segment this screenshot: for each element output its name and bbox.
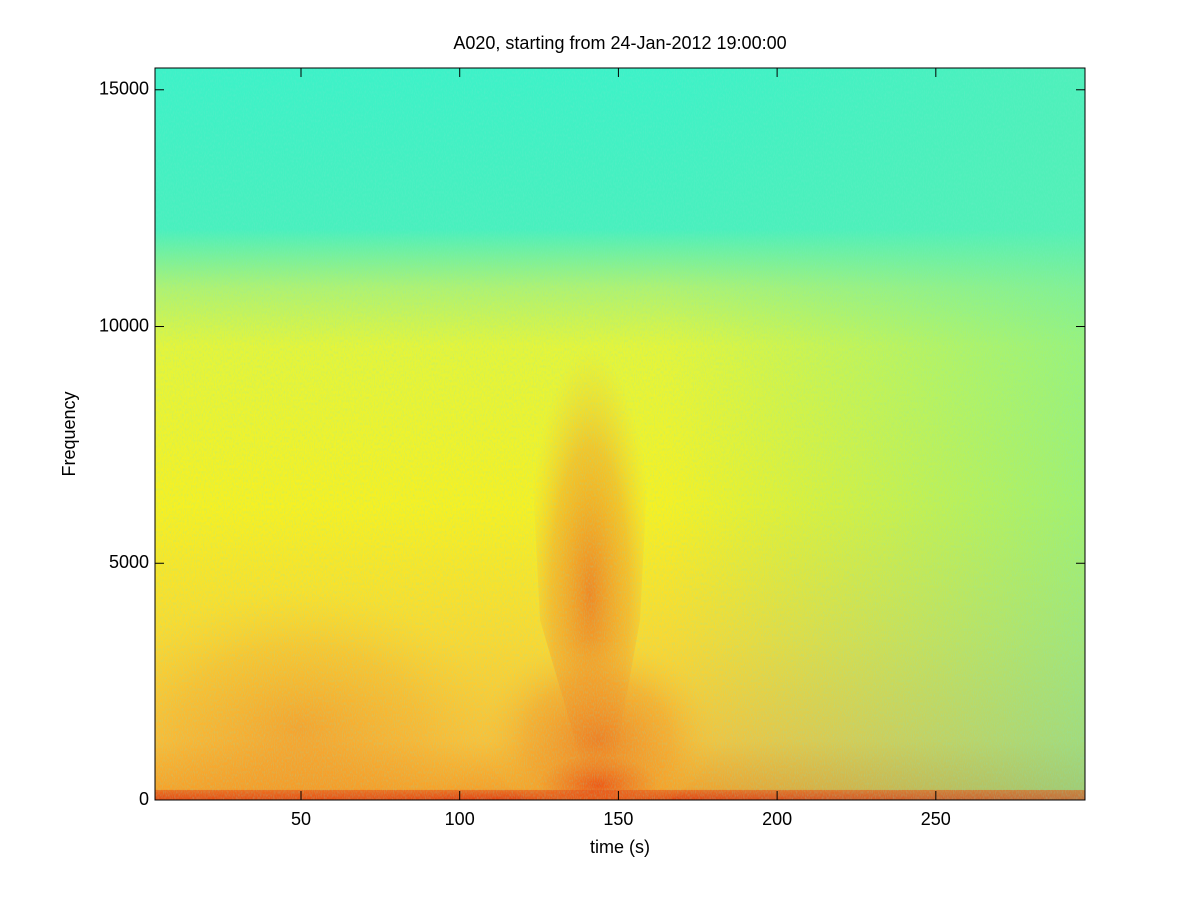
x-axis-label: time (s): [590, 837, 650, 857]
spectrogram-image: [155, 68, 1085, 800]
plot-frame: [154, 67, 1086, 801]
y-tick-label: 5000: [109, 552, 149, 572]
x-tick-label: 100: [445, 809, 475, 829]
y-tick-label: 0: [139, 789, 149, 809]
x-tick-label: 50: [291, 809, 311, 829]
y-axis-label: Frequency: [59, 391, 79, 476]
y-tick-label: 15000: [99, 79, 149, 99]
chart-title: A020, starting from 24-Jan-2012 19:00:00: [453, 33, 786, 53]
x-tick-label: 150: [603, 809, 633, 829]
y-tick-label: 10000: [99, 315, 149, 335]
x-tick-label: 200: [762, 809, 792, 829]
x-tick-label: 250: [921, 809, 951, 829]
